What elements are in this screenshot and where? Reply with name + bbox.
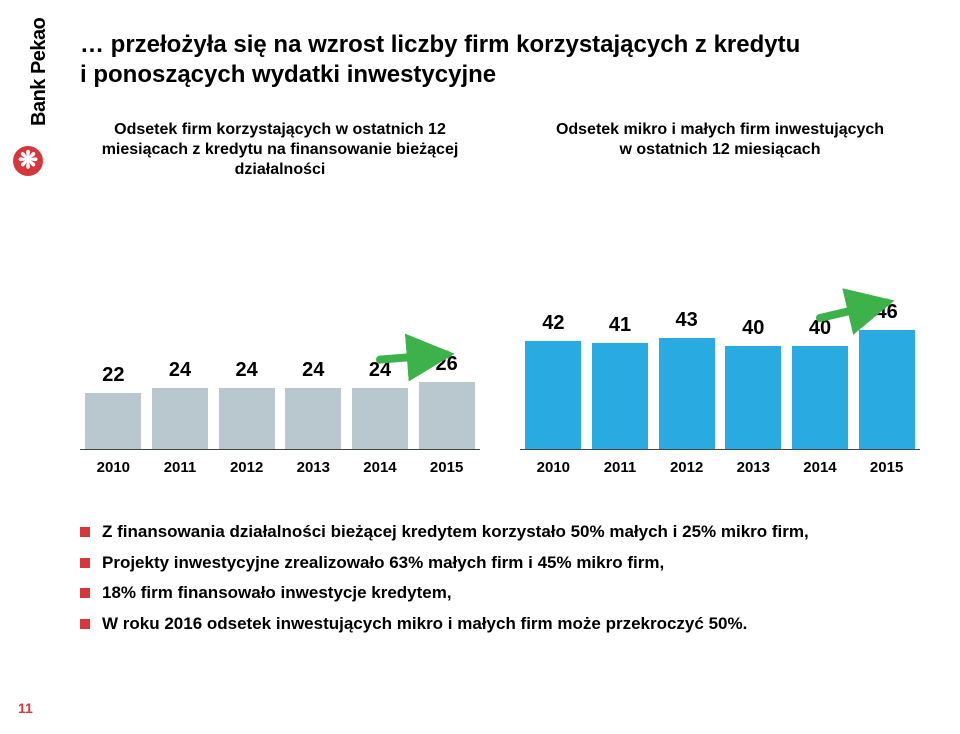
chart1-subtitle-l1: Odsetek firm korzystających w ostatnich … bbox=[114, 121, 446, 138]
chart1-subtitle-l2: miesiącach z kredytu na finansowanie bie… bbox=[102, 141, 459, 158]
bar-rect bbox=[525, 341, 581, 450]
bar-value: 40 bbox=[809, 317, 831, 340]
bullet-square-icon bbox=[80, 588, 90, 598]
chart2-axis bbox=[520, 449, 920, 450]
bar-value: 24 bbox=[302, 359, 324, 382]
bullet-list: Z finansowania działalności bieżącej kre… bbox=[80, 520, 920, 637]
bar-rect bbox=[285, 388, 341, 450]
chart2-subtitle-l1: Odsetek mikro i małych firm inwestującyc… bbox=[556, 121, 884, 138]
chart1: 22 24 24 24 24 26 2010 2011 2012 2013 2014 2015 bbox=[80, 190, 480, 480]
bar: 42 bbox=[525, 312, 581, 450]
bar: 26 bbox=[419, 353, 475, 450]
bullet-text: 18% firm finansowało inwestycje kredytem… bbox=[102, 581, 452, 606]
x-label: 2010 bbox=[85, 459, 141, 476]
chart1-bars: 22 24 24 24 24 26 bbox=[80, 190, 480, 450]
bar-value: 43 bbox=[676, 309, 698, 332]
x-label: 2015 bbox=[419, 459, 475, 476]
chart-subtitles-row: Odsetek firm korzystających w ostatnich … bbox=[80, 120, 920, 180]
bullet-text: W roku 2016 odsetek inwestujących mikro … bbox=[102, 612, 747, 637]
bullet-item: Projekty inwestycyjne zrealizowało 63% m… bbox=[80, 551, 920, 576]
bullet-square-icon bbox=[80, 558, 90, 568]
bar-value: 41 bbox=[609, 314, 631, 337]
chart1-axis bbox=[80, 449, 480, 450]
bar: 22 bbox=[85, 364, 141, 450]
bullet-text: Z finansowania działalności bieżącej kre… bbox=[102, 520, 809, 545]
bar-value: 26 bbox=[435, 353, 457, 376]
x-label: 2012 bbox=[219, 459, 275, 476]
bar-value: 24 bbox=[369, 359, 391, 382]
title-line2: i ponoszących wydatki inwestycyjne bbox=[80, 61, 496, 88]
bar-rect bbox=[859, 330, 915, 450]
chart2-xlabels: 2010 2011 2012 2013 2014 2015 bbox=[520, 459, 920, 476]
bar-rect bbox=[725, 346, 781, 450]
bar-value: 22 bbox=[102, 364, 124, 387]
bullet-item: 18% firm finansowało inwestycje kredytem… bbox=[80, 581, 920, 606]
x-label: 2010 bbox=[525, 459, 581, 476]
bar-value: 24 bbox=[236, 359, 258, 382]
logo-text: Bank Pekao bbox=[28, 18, 51, 126]
bar-value: 46 bbox=[875, 301, 897, 324]
bar: 41 bbox=[592, 314, 648, 450]
bullet-text: Projekty inwestycyjne zrealizowało 63% m… bbox=[102, 551, 664, 576]
x-label: 2012 bbox=[659, 459, 715, 476]
chart1-subtitle: Odsetek firm korzystających w ostatnich … bbox=[80, 120, 480, 180]
bullet-square-icon bbox=[80, 619, 90, 629]
page-number: 11 bbox=[18, 700, 33, 716]
bullet-square-icon bbox=[80, 527, 90, 537]
bar-rect bbox=[85, 393, 141, 450]
bar: 24 bbox=[152, 359, 208, 450]
bar: 40 bbox=[792, 317, 848, 450]
bar: 40 bbox=[725, 317, 781, 450]
bullet-item: Z finansowania działalności bieżącej kre… bbox=[80, 520, 920, 545]
bar-rect bbox=[592, 343, 648, 450]
bar: 46 bbox=[859, 301, 915, 450]
bar: 24 bbox=[352, 359, 408, 450]
bar-rect bbox=[792, 346, 848, 450]
chart1-subtitle-l3: działalności bbox=[235, 161, 326, 178]
logo-brand: Pekao bbox=[28, 18, 50, 74]
chart1-xlabels: 2010 2011 2012 2013 2014 2015 bbox=[80, 459, 480, 476]
x-label: 2015 bbox=[859, 459, 915, 476]
charts-row: 22 24 24 24 24 26 2010 2011 2012 2013 2014 2015 42… bbox=[80, 190, 920, 480]
logo-bank: Bank bbox=[28, 79, 50, 126]
bar-rect bbox=[659, 338, 715, 450]
bar-value: 24 bbox=[169, 359, 191, 382]
bullet-item: W roku 2016 odsetek inwestujących mikro … bbox=[80, 612, 920, 637]
bar-rect bbox=[219, 388, 275, 450]
chart2: 42 41 43 40 40 46 2010 2011 2012 2013 2014 2015 bbox=[520, 190, 920, 480]
slide-title: … przełożyła się na wzrost liczby firm k… bbox=[80, 30, 920, 90]
chart2-bars: 42 41 43 40 40 46 bbox=[520, 190, 920, 450]
bar: 24 bbox=[285, 359, 341, 450]
chart2-subtitle-l2: w ostatnich 12 miesiącach bbox=[620, 141, 821, 158]
x-label: 2013 bbox=[725, 459, 781, 476]
x-label: 2014 bbox=[352, 459, 408, 476]
bar: 24 bbox=[219, 359, 275, 450]
x-label: 2011 bbox=[152, 459, 208, 476]
title-line1: … przełożyła się na wzrost liczby firm k… bbox=[80, 31, 800, 58]
bar-value: 40 bbox=[742, 317, 764, 340]
logo-mark-icon: ❋ bbox=[13, 146, 43, 176]
bar-rect bbox=[352, 388, 408, 450]
logo: Bank Pekao ❋ bbox=[10, 30, 50, 190]
x-label: 2014 bbox=[792, 459, 848, 476]
x-label: 2013 bbox=[285, 459, 341, 476]
bar-value: 42 bbox=[542, 312, 564, 335]
chart2-subtitle: Odsetek mikro i małych firm inwestującyc… bbox=[520, 120, 920, 180]
bar-rect bbox=[419, 382, 475, 450]
x-label: 2011 bbox=[592, 459, 648, 476]
bar: 43 bbox=[659, 309, 715, 450]
bar-rect bbox=[152, 388, 208, 450]
